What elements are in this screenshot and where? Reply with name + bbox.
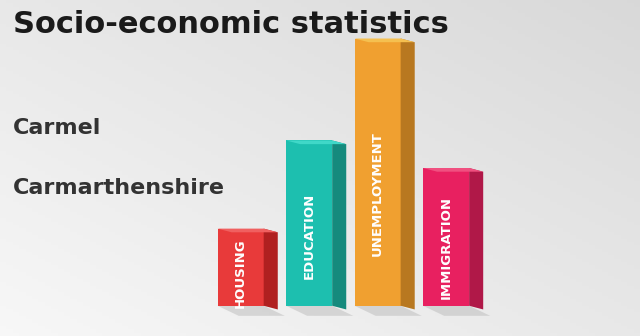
- Text: EDUCATION: EDUCATION: [303, 193, 316, 280]
- Polygon shape: [218, 306, 285, 316]
- Text: Carmel: Carmel: [13, 118, 101, 138]
- Text: Carmarthenshire: Carmarthenshire: [13, 178, 225, 198]
- Polygon shape: [286, 140, 346, 144]
- Polygon shape: [286, 140, 332, 306]
- Polygon shape: [355, 39, 401, 306]
- Polygon shape: [401, 39, 415, 309]
- Text: UNEMPLOYMENT: UNEMPLOYMENT: [371, 131, 384, 256]
- Polygon shape: [286, 306, 353, 316]
- Polygon shape: [469, 168, 483, 309]
- Polygon shape: [423, 168, 483, 172]
- Polygon shape: [423, 168, 469, 306]
- Polygon shape: [423, 306, 490, 316]
- Text: IMMIGRATION: IMMIGRATION: [440, 197, 452, 299]
- Polygon shape: [264, 228, 278, 309]
- Polygon shape: [355, 39, 415, 42]
- Polygon shape: [218, 228, 278, 232]
- Text: HOUSING: HOUSING: [234, 239, 247, 308]
- Polygon shape: [332, 140, 346, 309]
- Polygon shape: [218, 228, 264, 306]
- Text: Socio-economic statistics: Socio-economic statistics: [13, 10, 449, 39]
- Polygon shape: [355, 306, 422, 316]
